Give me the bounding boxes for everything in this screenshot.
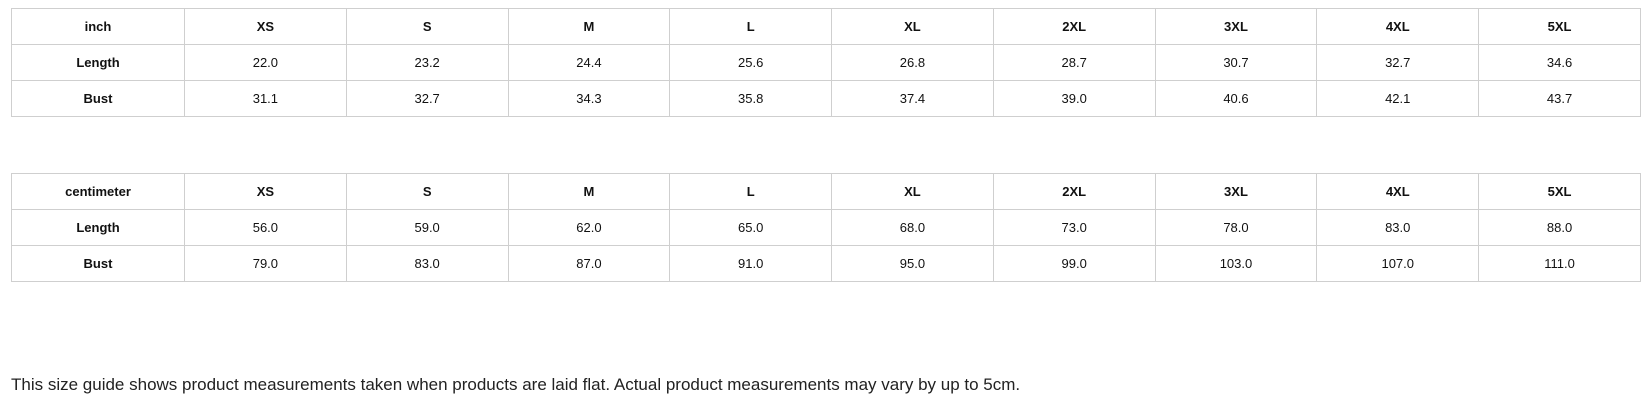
measurement-cell: 31.1: [184, 80, 347, 117]
measurement-cell: 65.0: [669, 209, 833, 246]
measurement-cell: 32.7: [345, 80, 509, 117]
measurement-cell: 26.8: [831, 44, 994, 81]
size-header: 4XL: [1316, 173, 1480, 210]
measurement-cell: 95.0: [831, 245, 994, 282]
measurement-cell: 83.0: [1316, 209, 1480, 246]
measurement-cell: 40.6: [1154, 80, 1318, 117]
measurement-cell: 43.7: [1478, 80, 1641, 117]
row-label: Length: [11, 44, 185, 81]
size-header: XS: [184, 8, 347, 45]
size-header: 5XL: [1478, 8, 1641, 45]
header-row: inch XS S M L XL 2XL 3XL 4XL 5XL: [11, 8, 1641, 45]
size-guide-note: This size guide shows product measuremen…: [11, 375, 1021, 394]
size-header: S: [345, 173, 509, 210]
size-header: 5XL: [1478, 173, 1641, 210]
size-header: 4XL: [1316, 8, 1480, 45]
measurement-cell: 59.0: [345, 209, 509, 246]
size-header: 2XL: [992, 8, 1156, 45]
size-table-inch: inch XS S M L XL 2XL 3XL 4XL 5XL Length 22.0 23.2 24.…: [11, 8, 1641, 117]
measurement-cell: 78.0: [1154, 209, 1318, 246]
measurement-cell: 30.7: [1154, 44, 1318, 81]
size-header: XL: [831, 173, 994, 210]
measurement-cell: 73.0: [992, 209, 1156, 246]
table-row: Length 22.0 23.2 24.4 25.6 26.8 28.7 30.7 32.7 34…: [11, 44, 1641, 81]
measurement-cell: 32.7: [1316, 44, 1480, 81]
measurement-cell: 87.0: [507, 245, 671, 282]
size-header: XS: [184, 173, 347, 210]
size-header: M: [507, 8, 671, 45]
measurement-cell: 23.2: [345, 44, 509, 81]
measurement-cell: 107.0: [1316, 245, 1480, 282]
measurement-cell: 111.0: [1478, 245, 1641, 282]
measurement-cell: 35.8: [669, 80, 833, 117]
measurement-cell: 103.0: [1154, 245, 1318, 282]
size-header: 2XL: [992, 173, 1156, 210]
size-table-centimeter: centimeter XS S M L XL 2XL 3XL 4XL 5XL Length 56.0 5…: [11, 173, 1641, 282]
table-row: Bust 31.1 32.7 34.3 35.8 37.4 39.0 40.6 42.1 43.7: [11, 80, 1641, 117]
measurement-cell: 62.0: [507, 209, 671, 246]
measurement-cell: 39.0: [992, 80, 1156, 117]
measurement-cell: 42.1: [1316, 80, 1480, 117]
measurement-cell: 83.0: [345, 245, 509, 282]
measurement-cell: 25.6: [669, 44, 833, 81]
measurement-cell: 79.0: [184, 245, 347, 282]
measurement-cell: 34.3: [507, 80, 671, 117]
size-header: L: [669, 173, 833, 210]
size-header: 3XL: [1154, 8, 1318, 45]
measurement-cell: 34.6: [1478, 44, 1641, 81]
measurement-cell: 28.7: [992, 44, 1156, 81]
measurement-cell: 99.0: [992, 245, 1156, 282]
row-label: Length: [11, 209, 185, 246]
measurement-cell: 56.0: [184, 209, 347, 246]
unit-header: centimeter: [11, 173, 185, 210]
measurement-cell: 37.4: [831, 80, 994, 117]
size-header: S: [345, 8, 509, 45]
row-label: Bust: [11, 80, 185, 117]
measurement-cell: 88.0: [1478, 209, 1641, 246]
row-label: Bust: [11, 245, 185, 282]
size-header: 3XL: [1154, 173, 1318, 210]
table-row: Length 56.0 59.0 62.0 65.0 68.0 73.0 78.0 83.0 88…: [11, 209, 1641, 246]
table-row: Bust 79.0 83.0 87.0 91.0 95.0 99.0 103.0 107.0 11…: [11, 245, 1641, 282]
measurement-cell: 91.0: [669, 245, 833, 282]
unit-header: inch: [11, 8, 185, 45]
measurement-cell: 22.0: [184, 44, 347, 81]
measurement-cell: 24.4: [507, 44, 671, 81]
size-header: M: [507, 173, 671, 210]
size-header: L: [669, 8, 833, 45]
measurement-cell: 68.0: [831, 209, 994, 246]
header-row: centimeter XS S M L XL 2XL 3XL 4XL 5XL: [11, 173, 1641, 210]
size-header: XL: [831, 8, 994, 45]
